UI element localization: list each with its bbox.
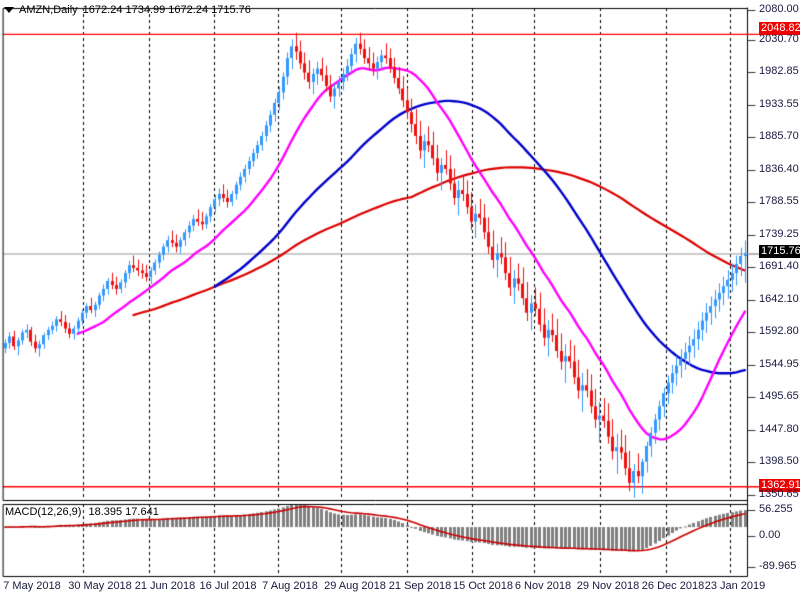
current-price-label[interactable]: 1715.76: [759, 245, 800, 258]
price-axis-tick-label: 1933.55: [759, 98, 799, 110]
price-axis-tick-label: 1350.65: [759, 488, 799, 500]
date-axis-tick-label: 6 Nov 2018: [514, 580, 572, 592]
price-axis-tick-label: 1885.70: [759, 130, 799, 142]
date-axis-tick-label: 7 Aug 2018: [262, 580, 318, 592]
price-axis-tick-label: 1495.65: [759, 390, 799, 402]
chevron-down-icon[interactable]: [4, 7, 14, 13]
date-axis-tick-label: 23 Jan 2019: [704, 580, 766, 592]
macd-indicator-name: MACD(12,26,9): [5, 506, 82, 518]
date-axis-tick-label: 29 Aug 2018: [324, 580, 386, 592]
symbol-label: AMZN,Daily: [19, 4, 78, 16]
date-axis-tick-label: 16 Jul 2018: [199, 580, 257, 592]
price-axis-tick-label: 1982.85: [759, 65, 799, 77]
price-axis-tick-label: 1739.25: [759, 228, 799, 240]
date-axis-tick-label: 7 May 2018: [3, 580, 61, 592]
price-axis-tick-label: 1642.10: [759, 293, 799, 305]
price-level-label[interactable]: 1362.91: [759, 479, 800, 492]
price-axis-tick-label: 2030.70: [759, 33, 799, 45]
price-level-label[interactable]: 2048.82: [759, 22, 800, 35]
price-axis-tick-label: 1447.80: [759, 423, 799, 435]
macd-axis-tick-label: 0.00: [759, 529, 781, 541]
price-axis-tick-label: 1592.80: [759, 325, 799, 337]
price-axis-tick-label: 1788.55: [759, 195, 799, 207]
symbol-header: AMZN,Daily 1672.24 1734.99 1672.24 1715.…: [4, 3, 251, 17]
price-axis-tick-label: 1836.40: [759, 163, 799, 175]
date-axis-tick-label: 21 Sep 2018: [388, 580, 452, 592]
ohlc-values: 1672.24 1734.99 1672.24 1715.76: [82, 4, 251, 16]
macd-axis-tick-label: -89.965: [759, 560, 797, 572]
macd-indicator-label[interactable]: MACD(12,26,9) 18.395 17.641: [5, 506, 159, 518]
price-axis-tick-label: 1544.95: [759, 358, 799, 370]
price-axis-tick-label: 2080.00: [759, 3, 799, 15]
price-axis-tick-label: 1691.40: [759, 260, 799, 272]
macd-indicator-values: 18.395 17.641: [88, 506, 159, 518]
date-axis-tick-label: 15 Oct 2018: [453, 580, 513, 592]
macd-axis-tick-label: 56.255: [759, 503, 793, 515]
date-axis-tick-label: 29 Nov 2018: [576, 580, 640, 592]
date-axis-tick-label: 26 Dec 2018: [641, 580, 705, 592]
price-axis-tick-label: 1398.50: [759, 455, 799, 467]
date-axis-tick-label: 30 May 2018: [68, 580, 132, 592]
date-axis-tick-label: 21 Jun 2018: [134, 580, 196, 592]
